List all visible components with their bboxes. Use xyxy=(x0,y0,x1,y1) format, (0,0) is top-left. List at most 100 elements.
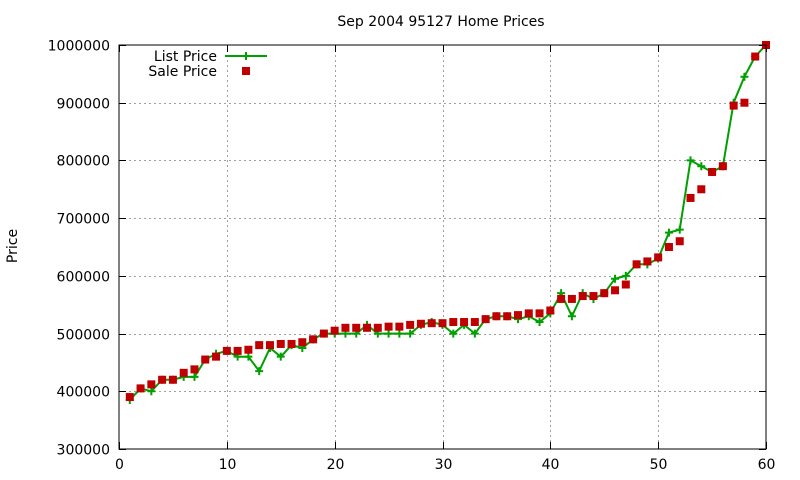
plot-area xyxy=(125,41,770,404)
sale-price-point xyxy=(460,318,469,327)
sale-price-point xyxy=(330,326,339,335)
sale-price-point xyxy=(287,339,296,348)
sale-price-point xyxy=(589,292,598,301)
sale-price-point xyxy=(632,260,641,269)
list-price-point xyxy=(190,372,199,381)
sale-price-point xyxy=(557,294,566,303)
sale-price-point xyxy=(513,311,522,320)
sale-price-point xyxy=(255,341,264,350)
sale-price-point xyxy=(697,185,706,194)
sale-price-point xyxy=(449,318,458,327)
series-sale-price xyxy=(125,41,770,402)
sale-price-point xyxy=(298,338,307,347)
sale-price-point xyxy=(309,335,318,344)
sale-price-point xyxy=(643,257,652,266)
sale-price-point xyxy=(341,323,350,332)
sale-price-point xyxy=(708,167,717,176)
sale-price-point xyxy=(233,346,242,355)
y-tick-label: 300000 xyxy=(57,443,110,459)
grid-lines xyxy=(119,45,766,449)
sale-price-point xyxy=(578,292,587,301)
y-tick-label: 800000 xyxy=(57,154,110,170)
sale-price-point xyxy=(363,323,372,332)
list-price-point xyxy=(686,156,695,165)
list-price-point xyxy=(664,228,673,237)
sale-price-point xyxy=(567,294,576,303)
list-price-point xyxy=(535,318,544,327)
list-price-point xyxy=(244,352,253,361)
sale-price-point xyxy=(384,322,393,331)
list-price-point xyxy=(611,274,620,283)
sale-price-point xyxy=(611,286,620,295)
x-tick-label: 0 xyxy=(115,457,124,473)
list-price-point xyxy=(384,329,393,338)
y-tick-label: 400000 xyxy=(57,385,110,401)
sale-price-point xyxy=(319,329,328,338)
list-price-point xyxy=(567,312,576,321)
sale-price-point xyxy=(168,375,177,384)
y-tick-label: 500000 xyxy=(57,328,110,344)
list-price-point xyxy=(740,72,749,81)
sale-price-point xyxy=(212,352,221,361)
list-price-point xyxy=(697,162,706,171)
list-price-point xyxy=(255,367,264,376)
list-price-point xyxy=(470,329,479,338)
sale-price-point xyxy=(125,393,134,402)
x-tick-label: 30 xyxy=(435,457,453,473)
list-price-point xyxy=(449,329,458,338)
sale-price-point xyxy=(503,312,512,321)
sale-price-point xyxy=(664,243,673,251)
legend-marker-list-price xyxy=(242,52,250,60)
sale-price-point xyxy=(686,193,695,202)
y-axis-label: Price xyxy=(5,229,21,263)
sale-price-point xyxy=(179,368,188,377)
y-tick-label: 600000 xyxy=(57,270,110,286)
y-tick-label: 900000 xyxy=(57,97,110,113)
sale-price-point xyxy=(718,162,727,171)
sale-price-point xyxy=(427,319,436,328)
sale-price-point xyxy=(222,346,231,355)
chart-title: Sep 2004 95127 Home Prices xyxy=(337,14,544,30)
legend-label: List Price xyxy=(154,49,217,65)
list-price-point xyxy=(276,352,285,361)
list-price-point xyxy=(675,225,684,234)
x-tick-label: 20 xyxy=(327,457,345,473)
sale-price-point xyxy=(751,52,760,61)
sale-price-point xyxy=(535,309,544,318)
sale-price-point xyxy=(147,380,156,389)
sale-price-point xyxy=(136,384,145,393)
legend-marker-sale-price xyxy=(242,67,250,75)
sale-price-point xyxy=(481,315,490,324)
sale-price-point xyxy=(244,345,253,354)
list-price-line xyxy=(129,44,767,401)
sale-price-point xyxy=(352,323,361,332)
sale-price-point xyxy=(492,312,501,321)
x-tick-label: 60 xyxy=(758,457,776,473)
sale-price-point xyxy=(373,323,382,332)
list-price-point xyxy=(147,387,156,396)
axis-ticks: 300000 400000 500000 600000 700000 800000 9000… xyxy=(48,39,776,474)
sale-price-point xyxy=(470,318,479,327)
sale-price-point xyxy=(438,319,447,328)
sale-price-point xyxy=(729,101,738,110)
list-price-point xyxy=(395,329,404,338)
sale-price-point xyxy=(158,375,167,384)
x-tick-label: 10 xyxy=(219,457,237,473)
legend-label: Sale Price xyxy=(148,64,217,80)
sale-price-point xyxy=(654,253,663,262)
series-list-price xyxy=(125,41,770,404)
x-tick-label: 40 xyxy=(542,457,560,473)
sale-price-point xyxy=(600,289,609,298)
sale-price-point xyxy=(201,355,210,364)
y-tick-label: 700000 xyxy=(57,212,110,228)
sale-price-point xyxy=(546,306,555,315)
sale-price-point xyxy=(190,365,199,374)
sale-price-point xyxy=(740,98,749,107)
sale-price-point xyxy=(621,280,630,289)
x-tick-label: 50 xyxy=(650,457,668,473)
sale-price-point xyxy=(276,339,285,348)
sale-price-point xyxy=(416,319,425,328)
list-price-point xyxy=(406,329,415,338)
